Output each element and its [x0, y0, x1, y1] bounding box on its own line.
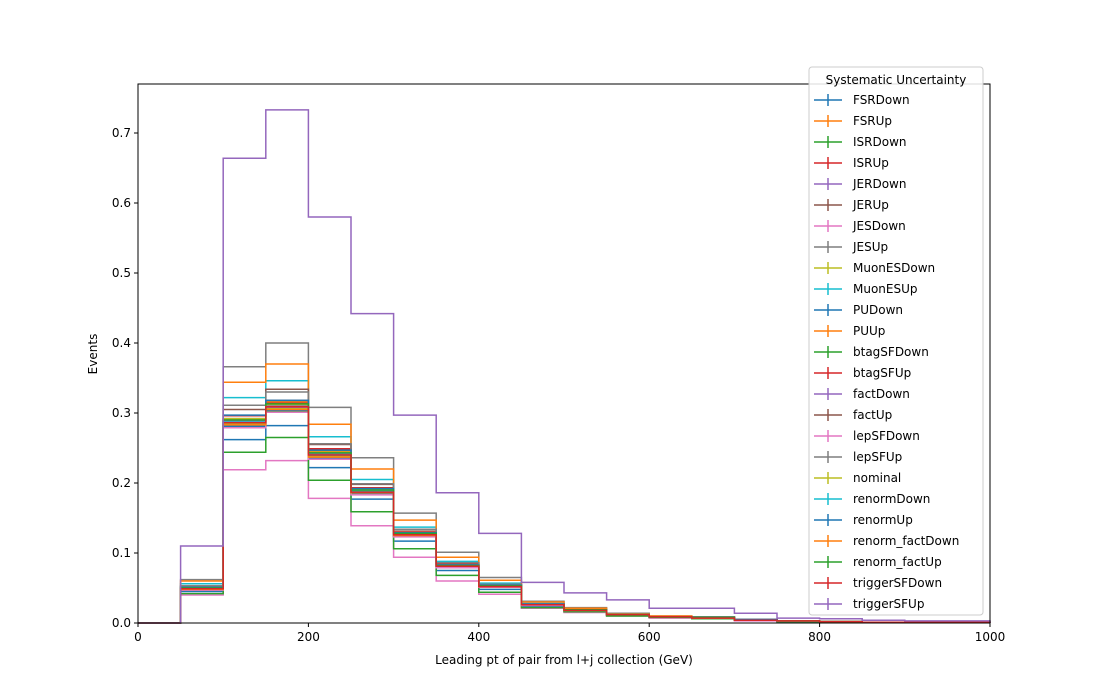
- legend-entry-triggerSFDown: triggerSFDown: [814, 576, 942, 590]
- legend-entry-JESUp: JESUp: [814, 240, 888, 254]
- legend-entry-renorm_factUp: renorm_factUp: [814, 555, 942, 569]
- legend-title: Systematic Uncertainty: [826, 73, 967, 87]
- legend-entry-renormDown: renormDown: [814, 492, 930, 506]
- legend-label: MuonESUp: [853, 282, 918, 296]
- legend-entry-nominal: nominal: [814, 471, 901, 485]
- series-line-triggerSFDown: [138, 405, 991, 624]
- series-line-triggerSFUp: [138, 109, 991, 624]
- legend-label: MuonESDown: [853, 261, 935, 275]
- legend-entry-JESDown: JESDown: [814, 219, 906, 233]
- y-tick-label: 0.0: [112, 616, 131, 630]
- legend-entry-renorm_factDown: renorm_factDown: [814, 534, 959, 548]
- legend-label: JERDown: [852, 177, 906, 191]
- x-tick-label: 1000: [975, 630, 1006, 644]
- legend-entry-renormUp: renormUp: [814, 513, 913, 527]
- legend-entry-FSRDown: FSRDown: [814, 93, 910, 107]
- legend-label: factDown: [853, 387, 910, 401]
- legend-label: triggerSFDown: [853, 576, 942, 590]
- x-tick-label: 400: [467, 630, 490, 644]
- y-tick-label: 0.1: [112, 546, 131, 560]
- legend-label: lepSFUp: [853, 450, 902, 464]
- y-tick-label: 0.5: [112, 266, 131, 280]
- legend-label: JESDown: [852, 219, 906, 233]
- plot-frame: [137, 83, 991, 624]
- x-tick-label: 0: [134, 630, 142, 644]
- legend-entry-JERUp: JERUp: [814, 198, 889, 212]
- legend-entry-triggerSFUp: triggerSFUp: [814, 597, 924, 611]
- legend-label: FSRDown: [853, 93, 910, 107]
- legend-label: PUUp: [853, 324, 885, 338]
- x-tick-label: 800: [808, 630, 831, 644]
- legend-entry-ISRUp: ISRUp: [814, 156, 889, 170]
- legend-entry-btagSFDown: btagSFDown: [814, 345, 929, 359]
- legend-label: JESUp: [852, 240, 888, 254]
- x-tick-label: 600: [638, 630, 661, 644]
- legend-entry-PUUp: PUUp: [814, 324, 885, 338]
- legend-label: nominal: [853, 471, 901, 485]
- legend-entry-lepSFUp: lepSFUp: [814, 450, 902, 464]
- x-axis: 0 200 400 600 800 1000: [134, 623, 1005, 644]
- legend-label: renorm_factDown: [853, 534, 959, 548]
- legend-entry-btagSFUp: btagSFUp: [814, 366, 911, 380]
- legend-entry-MuonESUp: MuonESUp: [814, 282, 918, 296]
- y-tick-label: 0.2: [112, 476, 131, 490]
- x-axis-label: Leading pt of pair from l+j collection (…: [435, 653, 693, 667]
- x-tick-label: 200: [297, 630, 320, 644]
- legend-entry-factUp: factUp: [814, 408, 892, 422]
- y-tick-label: 0.7: [112, 126, 131, 140]
- y-tick-label: 0.4: [112, 336, 131, 350]
- legend-label: triggerSFUp: [853, 597, 924, 611]
- legend-label: JERUp: [852, 198, 889, 212]
- legend-entry-factDown: factDown: [814, 387, 910, 401]
- legend-label: ISRUp: [853, 156, 889, 170]
- y-tick-label: 0.3: [112, 406, 131, 420]
- legend: Systematic Uncertainty FSRDown FSRUp ISRDo…: [808, 66, 984, 616]
- y-axis-label: Events: [86, 334, 100, 375]
- legend-entry-PUDown: PUDown: [814, 303, 903, 317]
- legend-label: renormUp: [853, 513, 913, 527]
- y-axis: 0.0 0.1 0.2 0.3 0.4 0.5 0.6 0.7: [112, 126, 138, 630]
- legend-entry-FSRUp: FSRUp: [814, 114, 892, 128]
- legend-label: btagSFUp: [853, 366, 911, 380]
- legend-entry-MuonESDown: MuonESDown: [814, 261, 935, 275]
- series-layer: [138, 109, 991, 624]
- y-tick-label: 0.6: [112, 196, 131, 210]
- legend-entries: FSRDown FSRUp ISRDown ISRUp JERDown JERUp JESD…: [814, 93, 959, 611]
- legend-label: renorm_factUp: [853, 555, 942, 569]
- legend-label: FSRUp: [853, 114, 892, 128]
- legend-entry-JERDown: JERDown: [814, 177, 906, 191]
- legend-label: renormDown: [853, 492, 930, 506]
- legend-label: btagSFDown: [853, 345, 929, 359]
- legend-entry-ISRDown: ISRDown: [814, 135, 907, 149]
- legend-box: [808, 66, 984, 616]
- legend-label: factUp: [853, 408, 892, 422]
- legend-label: lepSFDown: [853, 429, 920, 443]
- legend-label: ISRDown: [853, 135, 907, 149]
- legend-label: PUDown: [853, 303, 903, 317]
- legend-entry-lepSFDown: lepSFDown: [814, 429, 920, 443]
